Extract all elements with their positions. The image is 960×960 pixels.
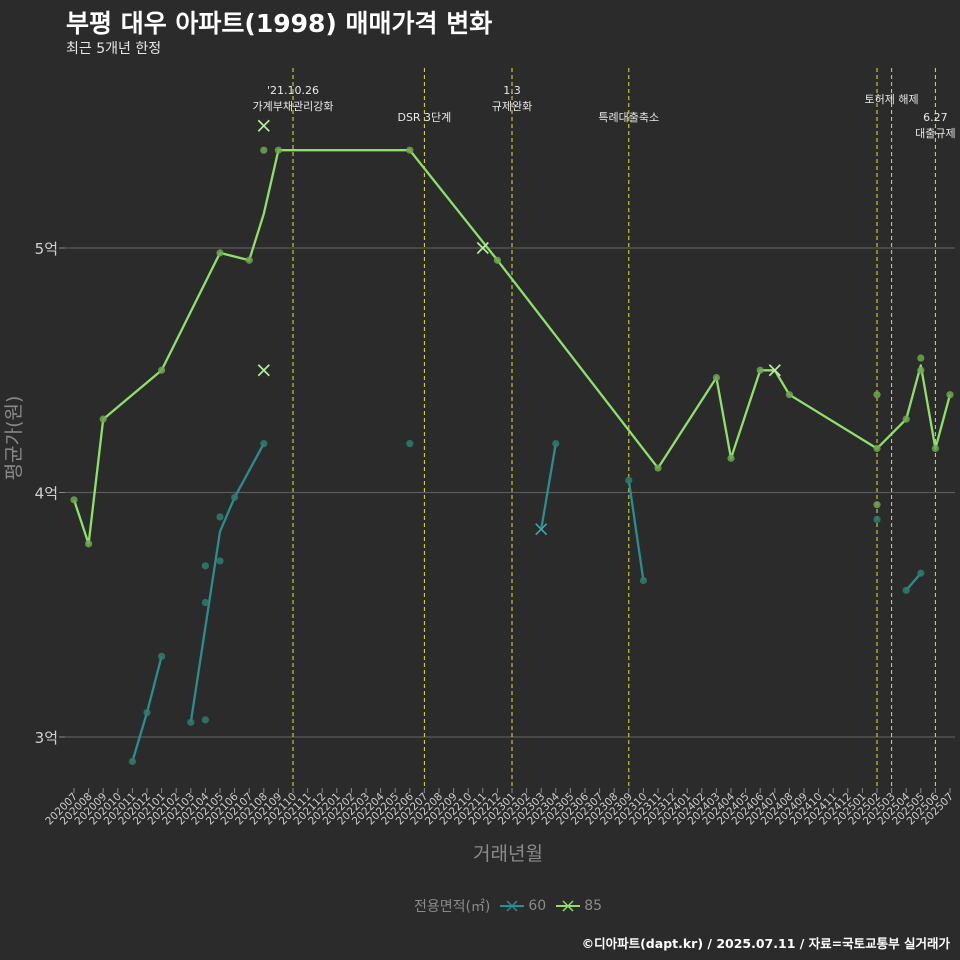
legend-key-60-icon: [500, 900, 525, 912]
data-point-85: [85, 540, 93, 548]
event-annotation: '21.10.26: [267, 84, 319, 97]
data-point-85: [931, 444, 940, 453]
data-point-60: [201, 562, 209, 570]
event-annotation: 토허제 해제: [865, 92, 919, 106]
data-point-85: [785, 391, 794, 399]
event-annotation: 가계부채관리강화: [253, 100, 334, 113]
data-point-85: [406, 146, 414, 154]
axis-labels: 3억 4억 5억 '21.10.26 가계부채관리강화 DSR 3단계 1.3 규제완화특례대…: [35, 84, 956, 827]
series-line-60: [540, 443, 557, 530]
legend-label-85: 85: [584, 898, 603, 914]
data-point-60: [216, 557, 224, 565]
series-line-60: [131, 656, 163, 762]
data-point-85: [274, 146, 282, 154]
event-annotation: DSR 3단계: [397, 111, 451, 124]
event-annotation: 1.3: [503, 84, 521, 97]
event-annotation: 대출규제: [915, 127, 955, 140]
data-point-85: [158, 366, 166, 374]
event-annotation: 6.27: [923, 111, 948, 124]
data-point-85: [654, 464, 662, 472]
data-point-60: [902, 586, 910, 594]
chart-subtitle: 최근 5개년 한정: [66, 41, 162, 57]
data-point-60: [201, 716, 209, 724]
data-point-85: [260, 146, 268, 154]
x-axis-label: 거래년월: [473, 843, 543, 865]
data-point-85: [70, 496, 78, 504]
data-point-60: [231, 493, 239, 501]
legend-title: 전용면적(㎡): [413, 899, 491, 915]
cross-marker-60: [535, 523, 548, 536]
legend: 전용면적(㎡) 60 85: [0, 896, 960, 916]
cross-marker-85: [257, 364, 270, 377]
event-annotation: 특례대출축소: [598, 111, 659, 124]
data-point-85: [917, 354, 925, 362]
data-point-85: [917, 366, 925, 374]
data-point-60: [406, 440, 414, 448]
data-point-85: [873, 501, 881, 509]
data-point-60: [917, 569, 925, 577]
data-point-85: [216, 249, 224, 257]
series-line-60: [189, 443, 265, 723]
event-annotation: 규제완화: [492, 100, 532, 113]
data-point-85: [712, 373, 721, 382]
series-line-60: [905, 572, 922, 592]
data-points: [70, 119, 954, 766]
data-point-85: [756, 366, 764, 374]
data-point-60: [158, 652, 166, 660]
data-point-60: [143, 708, 151, 717]
data-point-60: [260, 440, 268, 448]
data-point-60: [128, 757, 136, 766]
cross-marker-85: [768, 364, 781, 377]
data-point-85: [873, 444, 881, 453]
data-point-85: [946, 391, 954, 399]
data-point-85: [727, 454, 735, 462]
chart-title: 부평 대우 아파트(1998) 매매가격 변화: [66, 9, 493, 38]
data-point-60: [187, 718, 195, 726]
data-point-60: [201, 598, 209, 607]
data-point-60: [639, 576, 648, 585]
data-point-85: [902, 415, 910, 423]
data-point-85: [99, 415, 107, 423]
y-tick-label: 5억: [35, 240, 58, 258]
legend-label-60: 60: [528, 898, 547, 914]
cross-marker-85: [476, 241, 489, 255]
grid-lines: [59, 247, 955, 793]
data-point-85: [493, 256, 501, 264]
data-point-85: [873, 391, 881, 399]
data-point-85: [245, 256, 253, 264]
legend-key-85-icon: [556, 900, 581, 912]
data-point-60: [216, 513, 224, 521]
legend-item-60: 60: [500, 898, 546, 914]
y-tick-label: 4억: [35, 485, 58, 503]
y-tick-label: 3억: [35, 729, 58, 747]
source-caption: ©디아파트(dapt.kr) / 2025.07.11 / 자료=국토교통부 실…: [581, 936, 950, 951]
data-point-60: [625, 476, 633, 484]
event-lines: [292, 68, 936, 788]
data-point-60: [552, 440, 560, 448]
data-point-60: [873, 515, 881, 523]
cross-marker-85: [257, 119, 270, 132]
y-axis-label: 평균가(원): [3, 396, 25, 481]
series-line-60: [627, 480, 645, 581]
legend-item-85: 85: [556, 898, 602, 914]
